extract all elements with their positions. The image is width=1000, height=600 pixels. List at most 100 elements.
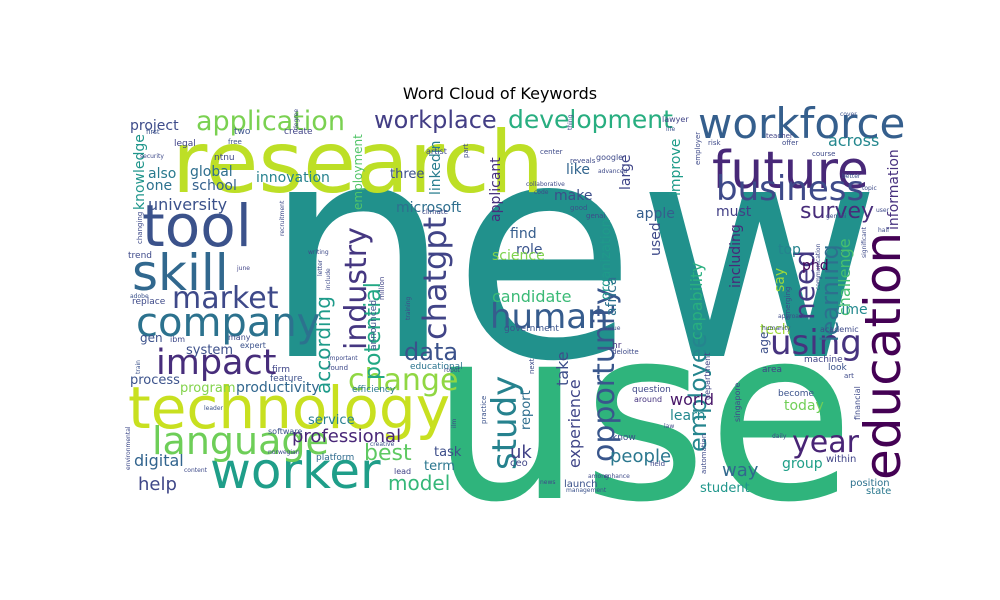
word-candidate: candidate xyxy=(492,287,571,306)
word-including: including xyxy=(728,224,744,288)
word-half: half xyxy=(878,227,890,234)
word-legal: legal xyxy=(174,139,196,149)
word-opportunity: opportunity xyxy=(587,287,622,462)
word-daily: daily xyxy=(772,433,787,440)
word-content: content xyxy=(184,467,208,474)
word-field: field xyxy=(650,460,665,468)
word-challenge: challenge xyxy=(835,238,854,316)
word-teacher: teacher xyxy=(766,132,793,140)
word-topic: topic xyxy=(862,185,877,192)
word-efficiency: efficiency xyxy=(352,385,396,395)
word-role: role xyxy=(516,242,543,258)
word-launch: launch xyxy=(564,479,597,490)
word-course: course xyxy=(812,150,835,158)
word-ceo: ceo xyxy=(510,458,528,469)
word-deloitte: deloitte xyxy=(612,348,639,356)
word-professional: professional xyxy=(292,426,401,447)
word-among: among xyxy=(588,473,609,480)
word-way: way xyxy=(722,460,759,481)
word-apple: apple xyxy=(636,206,675,222)
word-business: business xyxy=(716,169,864,209)
word-according: according xyxy=(311,296,335,394)
word-machine: machine xyxy=(804,355,843,365)
word-one: one xyxy=(146,178,172,194)
word-program: program xyxy=(180,381,236,396)
word-across: across xyxy=(828,131,879,150)
word-robot: robot xyxy=(444,367,460,374)
word-risk: risk xyxy=(708,139,721,147)
word-language: language xyxy=(152,419,329,463)
word-management: management xyxy=(566,487,607,494)
word-top: top xyxy=(778,242,801,258)
word-linkedin: linkedin xyxy=(428,140,444,195)
word-workplace: workplace xyxy=(374,106,497,134)
word-learn: learn xyxy=(670,408,705,424)
word-impact: impact xyxy=(156,343,276,383)
word-also: also xyxy=(148,166,176,182)
word-environmental: environmental xyxy=(125,426,132,470)
word-tech: tech xyxy=(760,322,791,338)
word-survey: survey xyxy=(800,199,874,224)
word-expert: expert xyxy=(240,341,266,350)
word-educational: educational xyxy=(410,362,463,372)
word-new: new xyxy=(262,78,882,427)
word-financial: financial xyxy=(853,386,862,420)
word-enhance: enhance xyxy=(604,473,630,480)
word-industry: industry xyxy=(339,227,374,350)
word-human: human xyxy=(490,297,609,337)
word-approach: approach xyxy=(778,313,806,320)
word-good: good xyxy=(570,204,587,212)
word-law: law xyxy=(664,423,674,430)
word-emerging: emerging xyxy=(784,287,792,320)
word-information: information xyxy=(886,149,902,230)
word-creative: creative xyxy=(370,441,395,448)
word-employee: employee xyxy=(684,334,712,452)
word-first: first xyxy=(146,128,160,136)
word-better: better xyxy=(842,173,861,180)
word-automation: automation xyxy=(700,434,708,474)
word-time: time xyxy=(836,302,868,318)
word-africa: africa xyxy=(604,277,620,316)
word-practice: practice xyxy=(480,396,488,424)
word-make: make xyxy=(554,188,592,204)
word-hr: hr xyxy=(612,341,622,351)
word-firm: firm xyxy=(272,365,290,375)
word-platform: platform xyxy=(316,453,354,463)
word-singapore: singapore xyxy=(733,382,742,422)
word-market: market xyxy=(172,281,279,316)
word-use: use xyxy=(430,275,855,555)
word-lawyer: lawyer xyxy=(662,115,689,124)
word-academic: academic xyxy=(820,325,859,334)
word-within: within xyxy=(826,454,856,465)
word-improve: improve xyxy=(668,139,684,196)
word-advanced: advanced xyxy=(598,168,628,175)
word-help: help xyxy=(138,474,177,495)
word-norwegian: norwegian xyxy=(268,449,300,456)
word-train: train xyxy=(135,360,142,374)
word-people: people xyxy=(610,446,671,467)
word-question: question xyxy=(632,385,671,395)
word-next: next xyxy=(528,358,536,374)
word-gen: gen xyxy=(140,331,163,345)
word-research: research xyxy=(172,113,544,213)
word-uk: uk xyxy=(510,442,532,463)
word-phd: phd xyxy=(802,258,829,274)
word-create: create xyxy=(284,127,313,137)
word-three: three xyxy=(390,167,424,182)
word-around: around xyxy=(634,395,662,404)
word-lead: lead xyxy=(394,467,411,476)
word-best: best xyxy=(364,441,412,466)
word-report: report xyxy=(519,390,534,430)
word-significant: significant xyxy=(861,226,868,258)
word-must: must xyxy=(716,204,752,220)
word-employer: employer xyxy=(694,132,702,165)
word-group: group xyxy=(782,456,823,472)
word-google: google xyxy=(596,153,623,162)
word-age: age xyxy=(757,332,771,354)
word-change: change xyxy=(348,363,458,398)
word-free: free xyxy=(228,138,242,146)
word-world: world xyxy=(670,390,714,409)
word-leader: leader xyxy=(204,405,224,412)
word-position: position xyxy=(850,478,890,489)
word-like: like xyxy=(566,162,590,178)
